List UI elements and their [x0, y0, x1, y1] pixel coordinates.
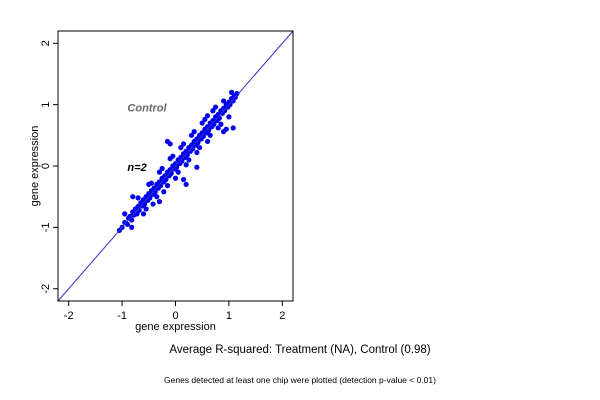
data-point	[159, 165, 165, 172]
data-point	[227, 102, 233, 108]
data-point	[178, 144, 184, 151]
data-point	[223, 126, 229, 132]
data-point	[135, 195, 141, 201]
y-tick-label: -2	[40, 284, 52, 294]
plot-annotation: Control	[127, 103, 167, 115]
data-point	[172, 175, 179, 181]
x-tick-label: 0	[172, 310, 178, 322]
data-point	[130, 194, 136, 200]
data-point	[156, 198, 163, 205]
y-tick-label: 2	[40, 40, 52, 46]
chart-footnote: Genes detected at least one chip were pl…	[164, 375, 436, 385]
data-point	[140, 211, 147, 217]
data-point	[204, 138, 211, 145]
data-point	[183, 181, 189, 188]
data-point	[204, 113, 211, 119]
data-point	[212, 104, 219, 110]
x-tick-label: 1	[226, 310, 232, 322]
data-point	[210, 108, 216, 114]
data-point	[186, 157, 192, 163]
data-point	[188, 132, 195, 138]
x-tick-label: -2	[64, 310, 74, 322]
data-point	[196, 144, 203, 151]
data-point	[230, 125, 236, 131]
data-point	[150, 201, 156, 207]
data-point	[202, 116, 208, 122]
data-point	[222, 108, 228, 114]
data-point	[183, 162, 189, 168]
y-axis-ticks: -2 -1 0 1 2	[40, 40, 58, 294]
data-point	[122, 211, 128, 217]
x-tick-label: -1	[117, 310, 127, 322]
data-point	[154, 194, 160, 200]
data-point	[218, 121, 224, 127]
chart-subtitle: Average R-squared: Treatment (NA), Contr…	[169, 344, 431, 356]
y-tick-label: -1	[40, 222, 52, 232]
data-point	[143, 206, 149, 212]
y-tick-label: 0	[40, 163, 52, 169]
data-point	[129, 224, 135, 230]
data-point	[164, 138, 171, 145]
data-point	[228, 89, 235, 95]
plot-annotation: n=2	[127, 162, 146, 174]
y-tick-label: 1	[40, 102, 52, 108]
data-point	[175, 169, 181, 175]
data-point	[161, 189, 167, 195]
data-point	[226, 114, 232, 120]
identity-line	[57, 30, 294, 302]
data-point	[234, 90, 240, 97]
x-axis-ticks: -2 -1 0 1 2	[64, 301, 285, 322]
data-point	[199, 120, 205, 126]
data-point	[220, 98, 227, 104]
data-point	[191, 129, 197, 135]
data-point	[194, 149, 200, 156]
data-point	[194, 164, 200, 170]
data-point	[207, 132, 213, 138]
data-point	[180, 141, 187, 147]
data-point	[148, 180, 155, 186]
y-axis-label: gene expression	[29, 126, 41, 207]
data-point	[164, 183, 171, 189]
plot-annotations: Control n=2	[127, 103, 167, 175]
data-point	[215, 125, 221, 131]
x-tick-label: 2	[279, 310, 285, 322]
data-point	[180, 176, 187, 183]
data-point	[156, 169, 163, 175]
data-point	[129, 217, 135, 223]
data-point	[124, 221, 131, 227]
data-point	[170, 153, 176, 159]
x-axis-label: gene expression	[135, 321, 216, 333]
